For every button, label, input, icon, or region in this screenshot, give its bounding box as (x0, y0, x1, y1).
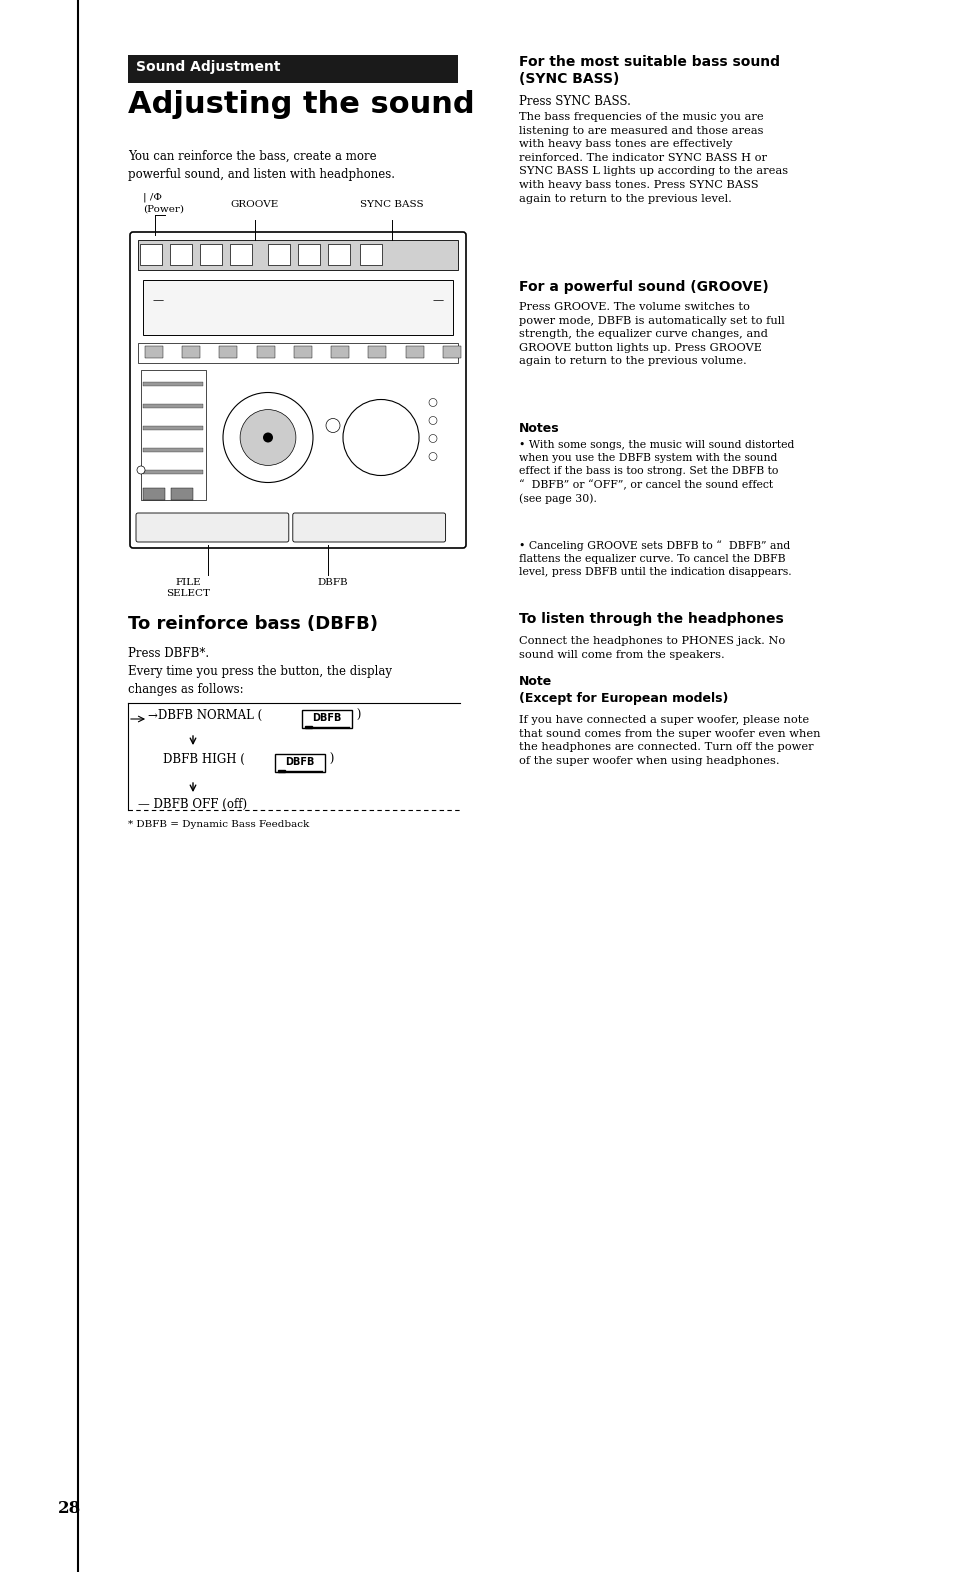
Text: To reinforce bass (DBFB): To reinforce bass (DBFB) (128, 615, 377, 634)
Text: Adjusting the sound: Adjusting the sound (128, 90, 475, 119)
Bar (145, 346, 163, 358)
Circle shape (429, 417, 436, 424)
Text: Notes: Notes (518, 421, 559, 435)
Bar (268, 244, 290, 266)
Bar (170, 244, 192, 266)
Bar (219, 346, 237, 358)
Bar (230, 244, 252, 266)
Text: • Canceling GROOVE sets DBFB to “  DBFB” and
flattens the equalizer curve. To ca: • Canceling GROOVE sets DBFB to “ DBFB” … (518, 541, 791, 577)
Text: For a powerful sound (GROOVE): For a powerful sound (GROOVE) (518, 280, 768, 294)
Text: DBFB: DBFB (312, 714, 341, 723)
Text: * DBFB = Dynamic Bass Feedback: * DBFB = Dynamic Bass Feedback (128, 821, 309, 828)
Text: For the most suitable bass sound
(SYNC BASS): For the most suitable bass sound (SYNC B… (518, 55, 780, 86)
FancyBboxPatch shape (130, 233, 465, 549)
Bar (359, 244, 381, 266)
FancyBboxPatch shape (293, 512, 445, 542)
Bar (138, 241, 457, 270)
Bar (182, 346, 200, 358)
Text: DBFB HIGH (: DBFB HIGH ( (163, 753, 249, 766)
Bar (405, 346, 423, 358)
Bar (143, 470, 203, 475)
Text: Sound Adjustment: Sound Adjustment (136, 60, 280, 74)
Text: (Except for European models): (Except for European models) (518, 692, 727, 704)
Bar (331, 346, 349, 358)
Bar (368, 346, 386, 358)
Circle shape (429, 434, 436, 442)
FancyBboxPatch shape (274, 755, 325, 772)
Bar (328, 244, 350, 266)
Circle shape (343, 399, 418, 475)
Text: Press SYNC BASS.: Press SYNC BASS. (518, 94, 630, 108)
Text: Press DBFB*.: Press DBFB*. (128, 648, 209, 660)
Bar (297, 244, 319, 266)
FancyBboxPatch shape (302, 711, 352, 728)
Text: —: — (152, 296, 164, 305)
Bar (442, 346, 460, 358)
Bar (141, 369, 206, 500)
FancyBboxPatch shape (136, 512, 289, 542)
Text: Press GROOVE. The volume switches to
power mode, DBFB is automatically set to fu: Press GROOVE. The volume switches to pow… (518, 302, 784, 366)
Text: The bass frequencies of the music you are
listening to are measured and those ar: The bass frequencies of the music you ar… (518, 112, 787, 204)
Bar (143, 448, 203, 453)
Polygon shape (305, 726, 312, 728)
Bar (171, 487, 193, 500)
Text: 28: 28 (58, 1500, 81, 1517)
Circle shape (429, 453, 436, 461)
Text: ): ) (353, 709, 361, 722)
Bar (143, 382, 203, 387)
Circle shape (263, 432, 273, 442)
Text: • With some songs, the music will sound distorted
when you use the DBFB system w: • With some songs, the music will sound … (518, 440, 794, 505)
Text: ): ) (326, 753, 334, 766)
Text: If you have connected a super woofer, please note
that sound comes from the supe: If you have connected a super woofer, pl… (518, 715, 820, 766)
Circle shape (137, 465, 145, 475)
Circle shape (240, 410, 295, 465)
Bar (128, 55, 457, 83)
Text: FILE
SELECT: FILE SELECT (166, 578, 210, 597)
Text: You can reinforce the bass, create a more
powerful sound, and listen with headph: You can reinforce the bass, create a mor… (128, 149, 395, 181)
Circle shape (326, 418, 339, 432)
Text: Every time you press the button, the display
changes as follows:: Every time you press the button, the dis… (128, 665, 392, 696)
Polygon shape (277, 770, 285, 772)
Bar (143, 404, 203, 409)
Circle shape (429, 398, 436, 407)
Text: Connect the headphones to PHONES jack. No
sound will come from the speakers.: Connect the headphones to PHONES jack. N… (518, 637, 784, 660)
Text: To listen through the headphones: To listen through the headphones (518, 612, 783, 626)
Bar (256, 346, 274, 358)
Text: DBFB: DBFB (317, 578, 348, 586)
Bar (200, 244, 222, 266)
Bar (294, 346, 312, 358)
Text: →DBFB NORMAL (: →DBFB NORMAL ( (148, 709, 266, 722)
Bar (143, 280, 453, 335)
Bar (140, 244, 162, 266)
Bar (138, 343, 457, 363)
Text: SYNC BASS: SYNC BASS (360, 200, 423, 209)
Bar (143, 487, 165, 500)
Text: DBFB: DBFB (285, 758, 314, 767)
Text: — DBFB OFF (off): — DBFB OFF (off) (138, 799, 247, 811)
Text: GROOVE: GROOVE (231, 200, 279, 209)
Bar (143, 426, 203, 431)
Text: Note: Note (518, 674, 552, 689)
Text: —: — (433, 296, 444, 305)
Text: | /Φ
(Power): | /Φ (Power) (143, 193, 184, 214)
Circle shape (223, 393, 313, 483)
